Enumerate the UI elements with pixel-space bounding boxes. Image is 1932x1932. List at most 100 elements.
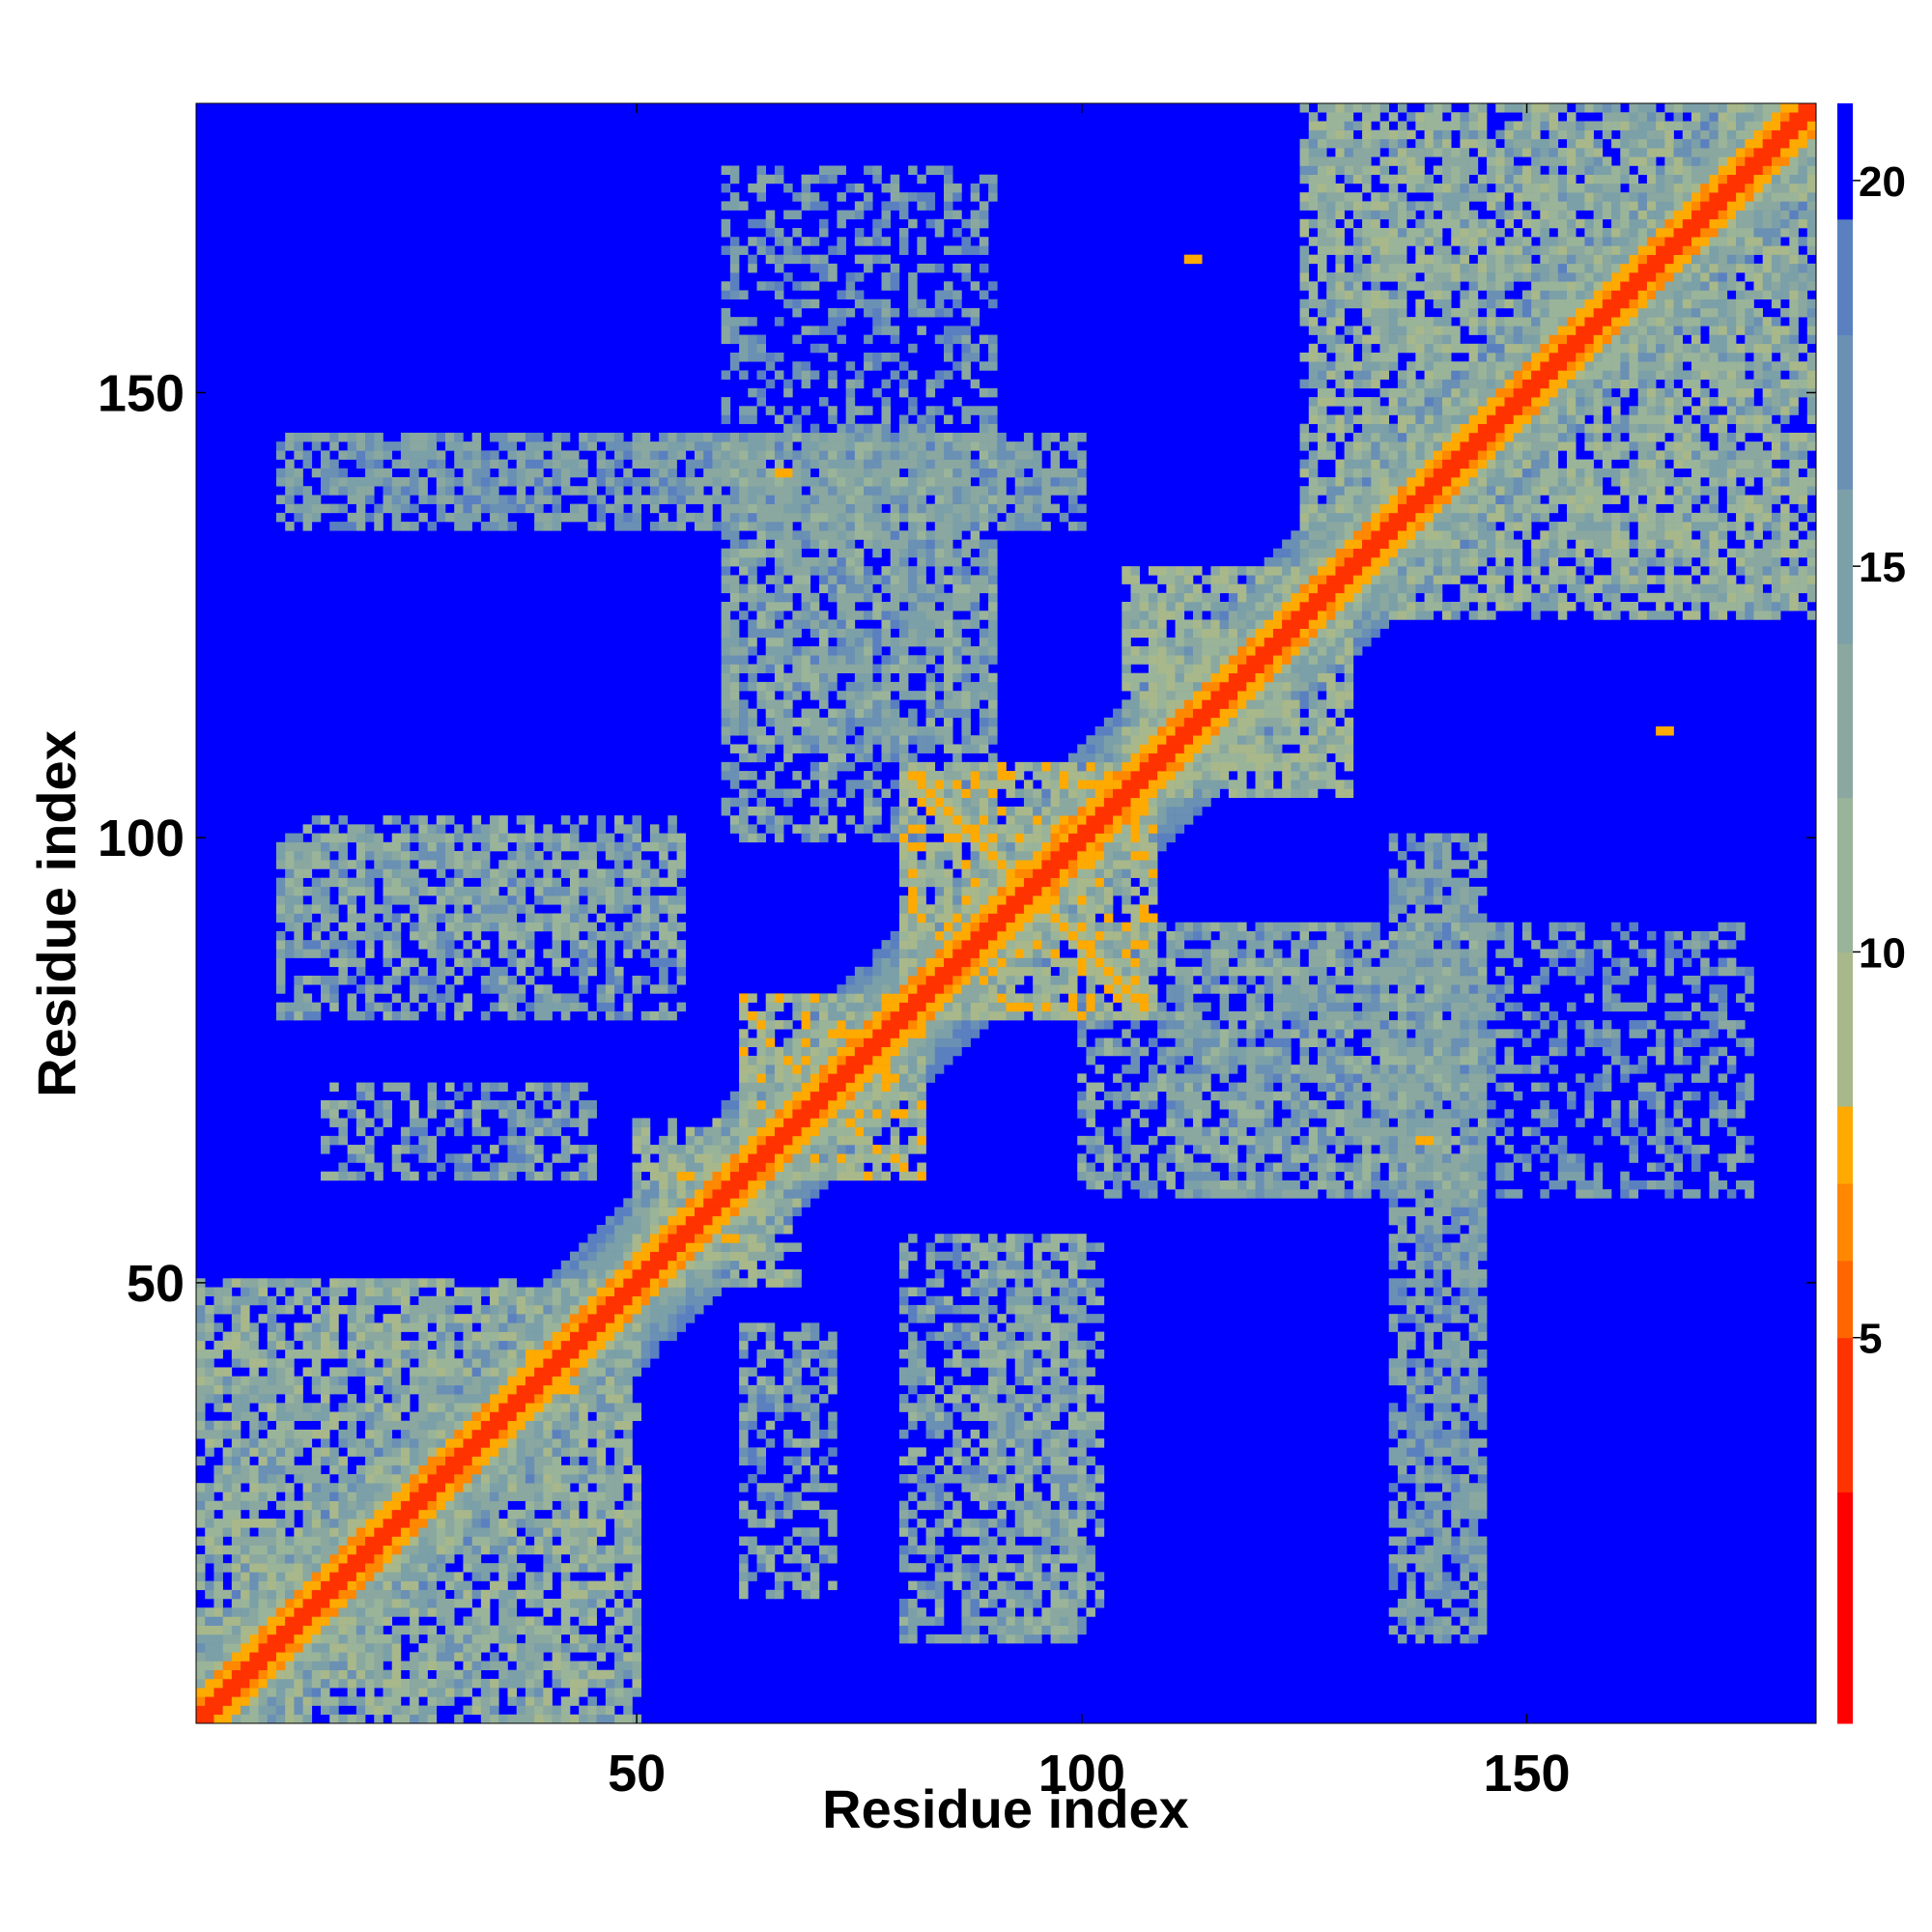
heatmap-cell — [587, 1643, 597, 1653]
heatmap-cell — [552, 1464, 562, 1475]
heatmap-cell — [1673, 1162, 1684, 1173]
heatmap-cell — [1477, 1536, 1488, 1547]
heatmap-cell — [205, 1625, 214, 1635]
heatmap-cell — [445, 1100, 455, 1110]
heatmap-cell — [391, 1447, 402, 1457]
heatmap-cell — [685, 1251, 696, 1262]
heatmap-cell — [400, 1688, 411, 1697]
heatmap-cell — [1477, 1215, 1488, 1226]
heatmap-cell — [1379, 1189, 1390, 1199]
heatmap-cell — [543, 1607, 553, 1617]
heatmap-cell — [1014, 1295, 1025, 1306]
heatmap-cell — [222, 1278, 233, 1288]
heatmap-cell — [205, 1429, 214, 1439]
heatmap-cell — [471, 1492, 482, 1501]
heatmap-cell — [819, 1358, 829, 1368]
heatmap-cell — [463, 1331, 472, 1342]
heatmap-cell — [552, 1091, 562, 1101]
heatmap-cell — [668, 1198, 677, 1208]
heatmap-cell — [1468, 1580, 1479, 1591]
heatmap-cell — [285, 1705, 295, 1716]
heatmap-cell — [1388, 1447, 1399, 1457]
heatmap-cell — [774, 1394, 784, 1404]
heatmap-cell — [579, 1145, 588, 1154]
heatmap-cell — [534, 1376, 544, 1386]
heatmap-cell — [1468, 1616, 1479, 1626]
heatmap-cell — [213, 1563, 223, 1573]
heatmap-cell — [676, 1242, 687, 1252]
heatmap-cell — [1050, 1634, 1061, 1644]
heatmap-cell — [1219, 1189, 1230, 1199]
heatmap-cell — [1736, 1100, 1746, 1110]
heatmap-cell — [676, 1207, 687, 1217]
heatmap-cell — [970, 1251, 980, 1262]
heatmap-cell — [739, 1065, 749, 1074]
heatmap-cell — [1050, 1242, 1061, 1252]
heatmap-cell — [854, 1118, 865, 1127]
heatmap-cell — [507, 1438, 518, 1448]
heatmap-cell — [632, 1519, 642, 1528]
heatmap-cell — [445, 1411, 455, 1422]
heatmap-cell — [739, 1572, 749, 1581]
heatmap-cell — [498, 1350, 508, 1359]
heatmap-cell — [783, 1269, 793, 1279]
heatmap-cell — [623, 1215, 633, 1226]
heatmap-cell — [355, 1447, 366, 1457]
heatmap-cell — [1335, 1109, 1345, 1119]
heatmap-cell — [1041, 1545, 1051, 1555]
heatmap-cell — [400, 1304, 411, 1315]
heatmap-cell — [632, 1287, 642, 1297]
heatmap-cell — [1406, 1340, 1416, 1350]
heatmap-cell — [1014, 1429, 1025, 1439]
heatmap-cell — [792, 1464, 802, 1475]
heatmap-cell — [383, 1492, 393, 1501]
heatmap-cell — [925, 1553, 936, 1564]
heatmap-cell — [400, 1714, 411, 1724]
heatmap-cell — [1041, 1536, 1051, 1547]
heatmap-cell — [623, 1456, 633, 1466]
heatmap-cell — [596, 1420, 607, 1431]
heatmap-cell — [427, 1091, 438, 1101]
heatmap-cell — [774, 1126, 784, 1137]
heatmap-cell — [1477, 1100, 1488, 1110]
heatmap-cell — [623, 1447, 633, 1457]
heatmap-cell — [1237, 1091, 1247, 1101]
heatmap-cell — [427, 1384, 438, 1395]
heatmap-cell — [729, 1207, 740, 1217]
heatmap-cell — [729, 1198, 740, 1208]
heatmap-cell — [1362, 1073, 1372, 1083]
heatmap-cell — [471, 1314, 482, 1323]
heatmap-cell — [534, 1678, 544, 1689]
heatmap-cell — [828, 1331, 838, 1342]
heatmap-cell — [445, 1696, 455, 1706]
heatmap-cell — [1433, 1350, 1443, 1359]
heatmap-cell — [391, 1483, 402, 1492]
heatmap-cell — [908, 1509, 918, 1520]
heatmap-cell — [587, 1278, 597, 1288]
heatmap-cell — [1362, 1171, 1372, 1181]
heatmap-cell — [1460, 1403, 1469, 1412]
heatmap-cell — [1718, 1109, 1728, 1119]
heatmap-cell — [632, 1580, 642, 1591]
heatmap-cell — [970, 1322, 980, 1332]
heatmap-cell — [294, 1580, 303, 1591]
heatmap-cell — [623, 1198, 633, 1208]
heatmap-cell — [231, 1331, 242, 1342]
heatmap-cell — [311, 1527, 322, 1537]
heatmap-cell — [632, 1242, 642, 1252]
heatmap-cell — [1014, 1340, 1025, 1350]
heatmap-cell — [471, 1438, 482, 1448]
heatmap-cell — [275, 1500, 286, 1511]
heatmap-cell — [1237, 1118, 1247, 1127]
heatmap-cell — [1388, 1179, 1399, 1190]
heatmap-cell — [1059, 1474, 1069, 1484]
heatmap-cell — [410, 1287, 419, 1297]
heatmap-cell — [1077, 1616, 1087, 1626]
heatmap-cell — [837, 1100, 846, 1110]
heatmap-cell — [828, 1553, 838, 1564]
heatmap-cell — [668, 1287, 677, 1297]
heatmap-cell — [801, 1403, 811, 1412]
heatmap-cell — [463, 1394, 472, 1404]
heatmap-cell — [596, 1260, 607, 1270]
heatmap-cell — [596, 1376, 607, 1386]
